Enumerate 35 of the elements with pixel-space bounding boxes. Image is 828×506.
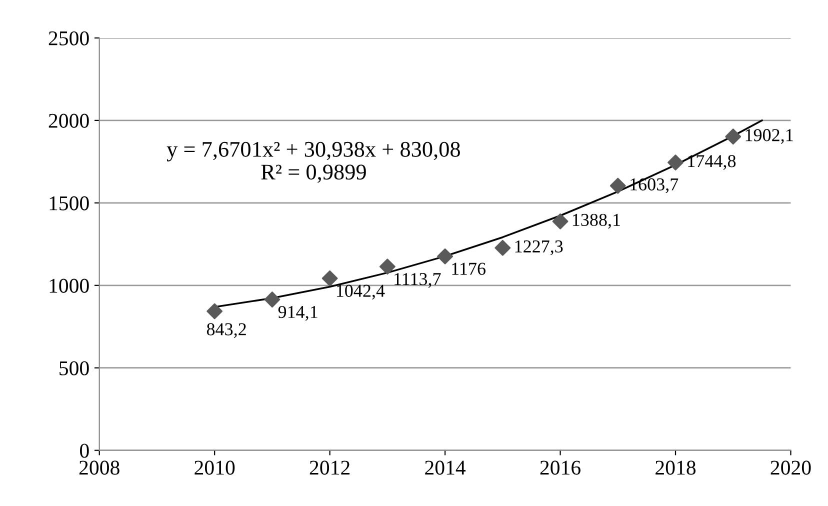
point (437, 248, 454, 264)
data-label: 1388,1 (572, 214, 620, 229)
data-label: 1042,4 (336, 284, 385, 300)
data-label: 1603,7 (630, 178, 678, 194)
data-label: 1113,7 (394, 273, 441, 288)
x-tick-label: 2016 (540, 460, 580, 475)
y-tick-label: 1500 (50, 196, 89, 210)
x-tick-label: 2018 (656, 460, 696, 475)
x-tick-label: 2012 (310, 460, 350, 475)
point (322, 270, 338, 286)
x-tick-label: 2020 (770, 460, 811, 475)
y-tick-label: 500 (60, 361, 89, 376)
point (494, 240, 511, 256)
y-tick-label: 0 (80, 444, 89, 458)
point (379, 258, 396, 275)
data-label: 843,2 (206, 323, 246, 338)
point (552, 213, 568, 230)
y-tick-label: 2500 (48, 31, 89, 46)
annotation: y = 7,6701x² + 30,938x + 830,08 (166, 142, 460, 162)
data-label: 1744,8 (688, 155, 736, 170)
y-tick-label: 2000 (48, 114, 89, 128)
data-label: 1902,1 (746, 129, 793, 144)
annotation: R² = 0,9899 (261, 164, 366, 183)
x-tick-label: 2014 (425, 460, 466, 475)
y-tick-label: 1000 (50, 278, 89, 293)
data-label: 914,1 (278, 306, 318, 321)
point (206, 303, 223, 320)
point (725, 128, 742, 145)
point (668, 154, 684, 171)
data-label: 1227,3 (515, 240, 563, 256)
x-tick-label: 2010 (194, 460, 235, 475)
data-label: 1176 (452, 262, 486, 275)
point (264, 292, 280, 308)
x-tick-label: 2008 (79, 460, 120, 475)
point (610, 178, 626, 194)
